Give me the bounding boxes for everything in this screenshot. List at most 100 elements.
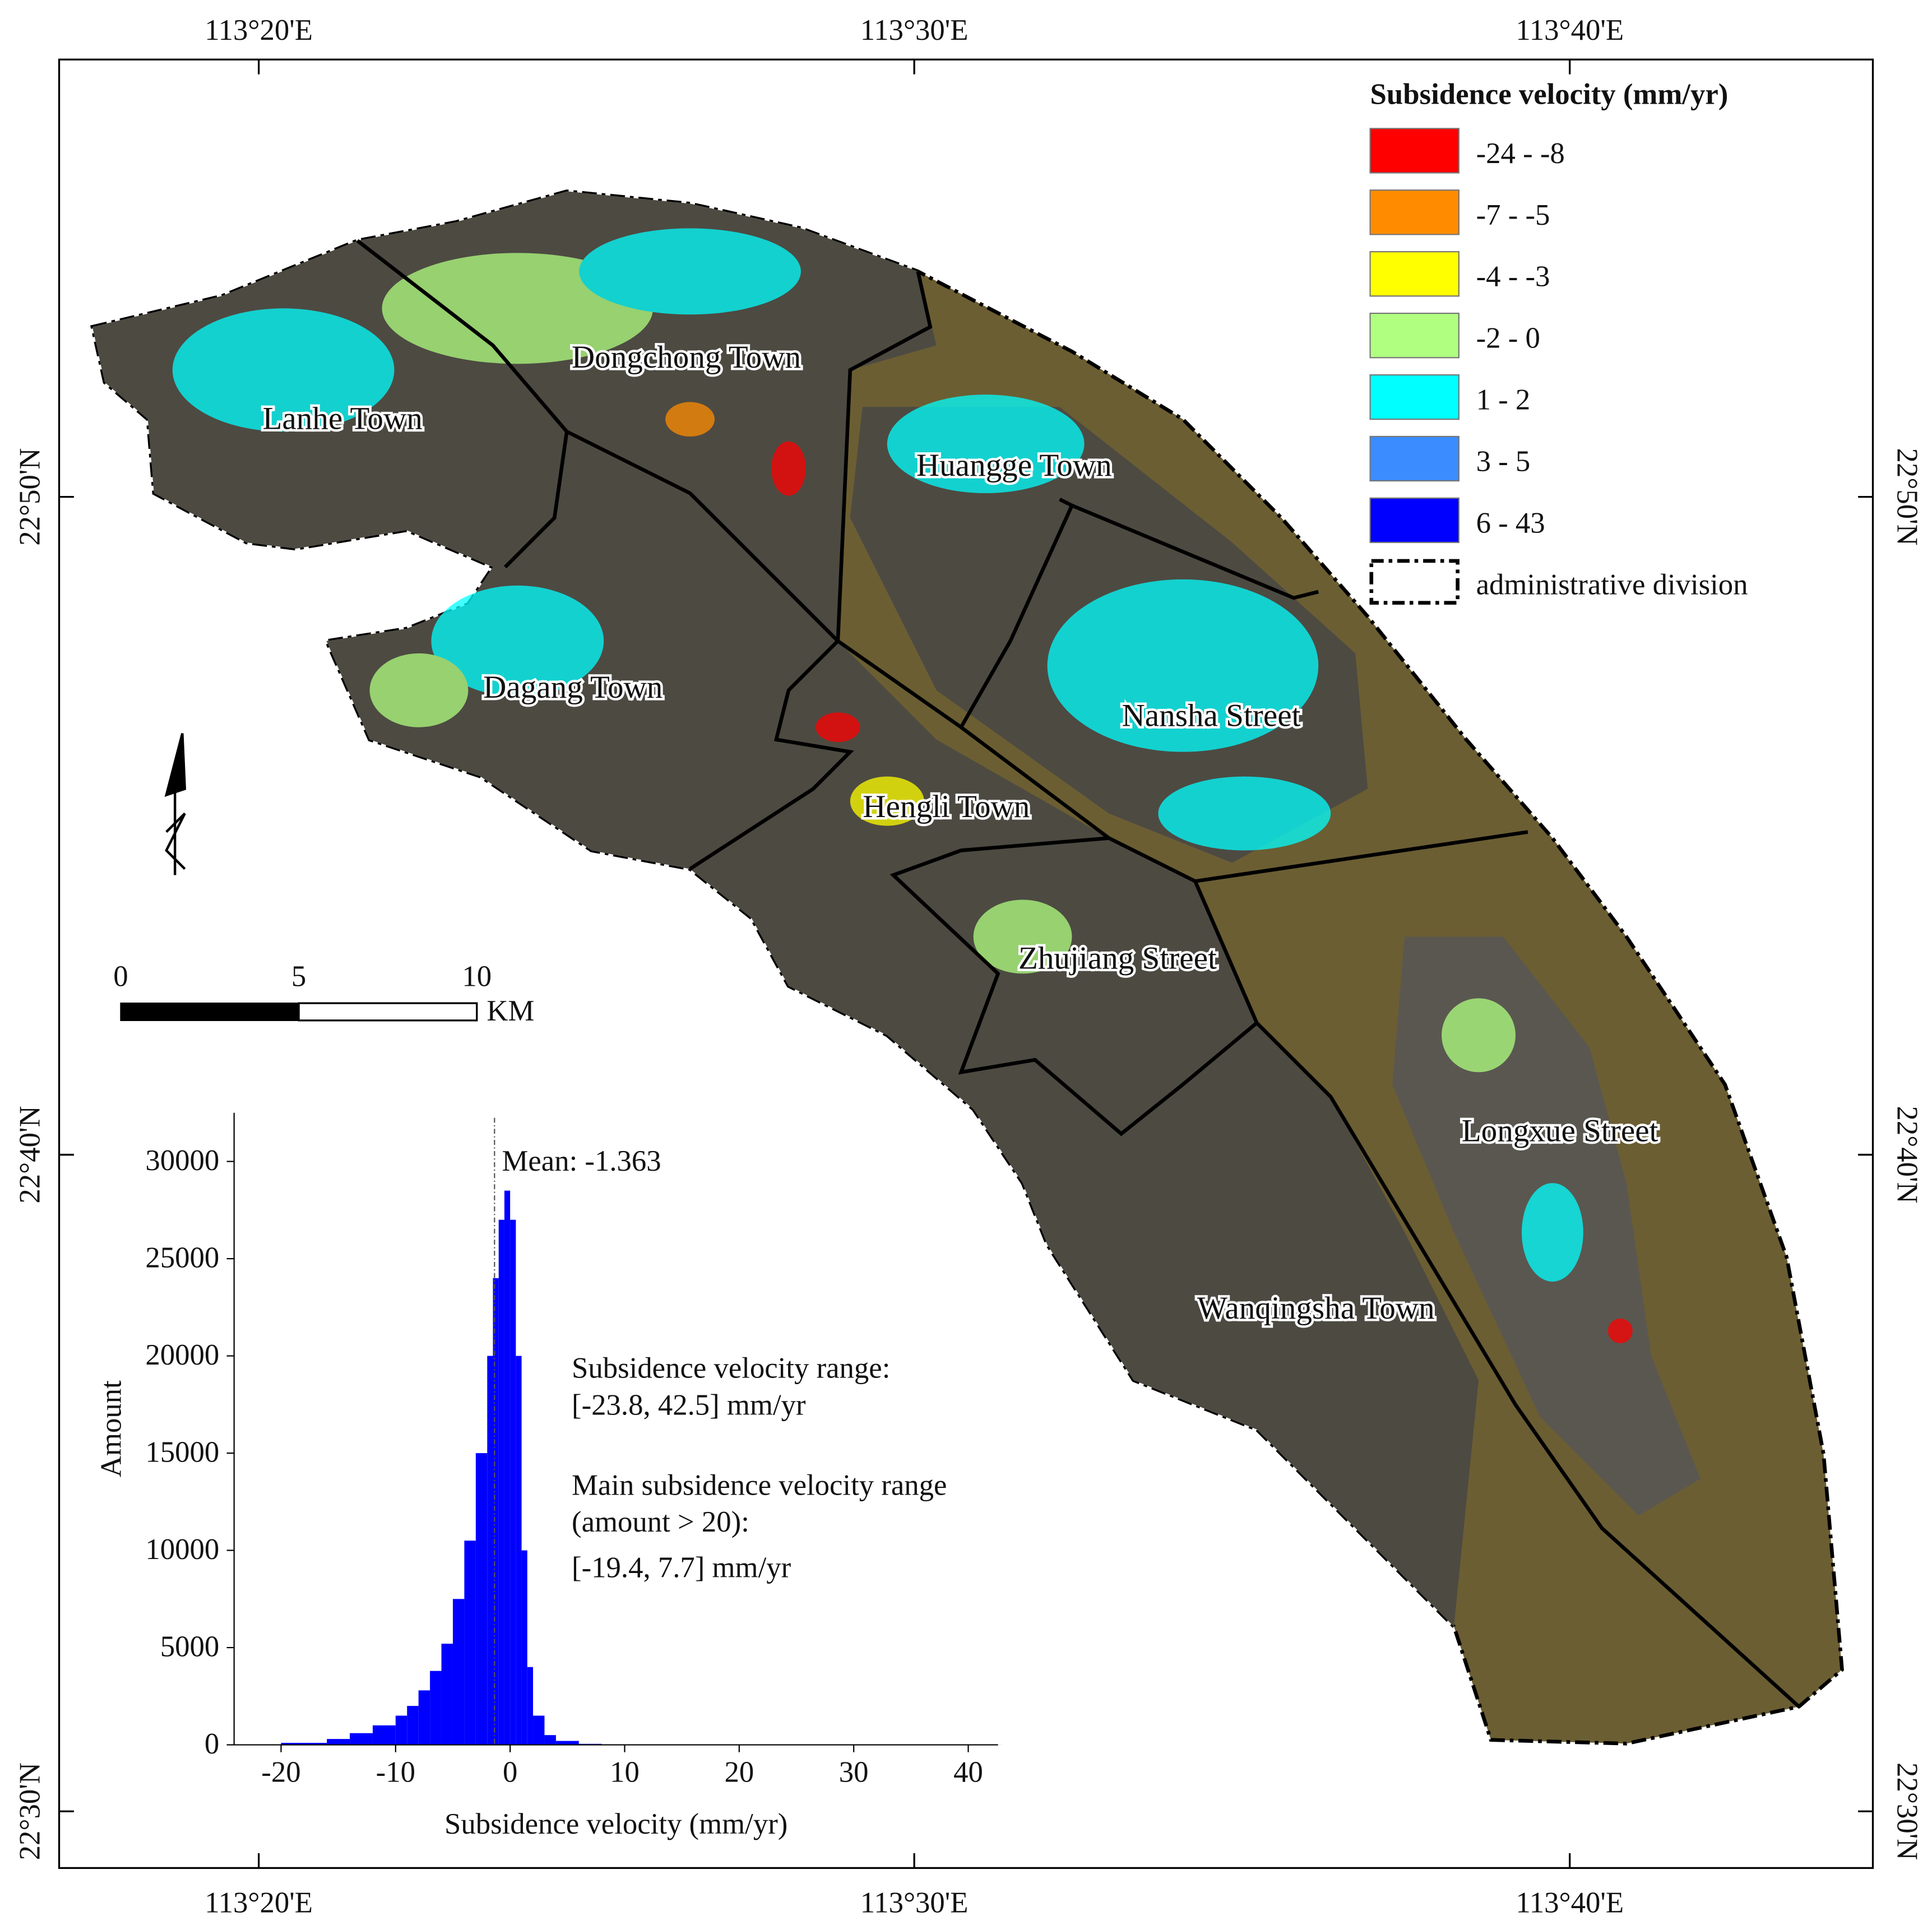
bar	[498, 1219, 504, 1745]
legend-swatch	[1369, 251, 1460, 297]
bar	[487, 1356, 493, 1745]
scale-bar-segment	[298, 1002, 478, 1022]
place-label: Dongchong Town	[572, 340, 801, 375]
latitude-label: 22°30'N	[13, 1762, 46, 1860]
annotation: Subsidence velocity range:	[572, 1352, 890, 1384]
bar	[464, 1541, 476, 1745]
x-tick-label: 30	[839, 1756, 869, 1789]
legend-label: 6 - 43	[1476, 507, 1545, 539]
latitude-label: 22°50'N	[13, 448, 46, 546]
bar	[533, 1715, 545, 1745]
legend-swatch	[1369, 312, 1460, 359]
longitude-label: 113°20'E	[205, 14, 313, 47]
legend-swatch	[1369, 435, 1460, 482]
y-tick-label: 15000	[145, 1436, 219, 1468]
bar	[527, 1667, 534, 1745]
bar	[504, 1190, 511, 1745]
place-label: Longxue Street	[1462, 1113, 1658, 1148]
legend-label: -4 - -3	[1476, 261, 1550, 293]
x-tick-label: -10	[376, 1756, 415, 1789]
bar	[350, 1733, 373, 1745]
legend-swatch	[1369, 128, 1460, 174]
legend-label: -7 - -5	[1476, 199, 1550, 231]
latitude-label: 22°50'N	[1891, 448, 1923, 546]
scale-bar-unit: KM	[487, 995, 534, 1027]
y-axis-label: Amount	[95, 1380, 127, 1477]
bar	[555, 1741, 579, 1745]
bar	[407, 1706, 419, 1745]
scale-bar-label: 10	[462, 960, 492, 992]
bar	[510, 1219, 516, 1745]
y-tick-label: 30000	[145, 1144, 219, 1177]
bar	[441, 1644, 453, 1745]
latitude-label: 22°40'N	[1891, 1106, 1923, 1203]
bar	[516, 1356, 522, 1745]
place-label: Zhujiang Street	[1018, 941, 1217, 976]
land	[92, 191, 1479, 1627]
bar	[493, 1278, 499, 1745]
legend-label: -24 - -8	[1476, 137, 1565, 170]
x-tick-label: 10	[610, 1756, 640, 1789]
x-tick-label: 0	[503, 1756, 517, 1789]
y-tick-label: 25000	[145, 1241, 219, 1274]
scale-bar-label: 0	[113, 960, 128, 992]
annotation: Main subsidence velocity range	[572, 1469, 947, 1501]
x-tick-label: 20	[724, 1756, 754, 1789]
y-tick-label: 10000	[145, 1533, 219, 1566]
scale-bar-label: 5	[291, 960, 306, 992]
longitude-label: 113°30'E	[860, 1887, 969, 1919]
bar	[281, 1743, 327, 1745]
legend-label: administrative division	[1476, 568, 1748, 601]
mean-label: Mean: -1.363	[502, 1145, 661, 1177]
legend-label: 1 - 2	[1476, 384, 1531, 416]
bar	[418, 1690, 430, 1745]
legend-label: 3 - 5	[1476, 445, 1531, 477]
legend: Subsidence velocity (mm/yr) -24 - -8 -7 - …	[1369, 78, 1748, 605]
place-label: Dagang Town	[483, 670, 662, 705]
legend-swatch	[1369, 189, 1460, 235]
histogram-inset: 0 5000 10000 15000 20000 25000 30000 -20 -10 0 10 2…	[95, 1112, 1003, 1840]
legend-label: -2 - 0	[1476, 322, 1540, 355]
velocity-patches	[172, 228, 1633, 1343]
y-tick-label: 20000	[145, 1339, 219, 1371]
place-label: Hengli Town	[863, 789, 1030, 824]
latitude-label: 22°40'N	[13, 1106, 46, 1203]
north-arrow	[164, 733, 187, 875]
bar	[395, 1715, 407, 1745]
division-lines	[356, 239, 1800, 1708]
bar	[521, 1550, 527, 1745]
scale-bar-segment	[120, 1003, 300, 1022]
longitude-label: 113°20'E	[205, 1887, 313, 1919]
annotation: [-23.8, 42.5] mm/yr	[572, 1389, 806, 1421]
x-axis-label: Subsidence velocity (mm/yr)	[444, 1808, 787, 1840]
graticule: 113°20'E 113°20'E 113°30'E 113°30'E 113°40'E…	[13, 14, 1923, 1919]
legend-swatch	[1369, 497, 1460, 544]
y-tick-label: 0	[205, 1728, 219, 1760]
map-frame	[58, 58, 1874, 1869]
bar	[544, 1735, 556, 1745]
longitude-label: 113°40'E	[1516, 1887, 1624, 1919]
x-tick-label: 40	[953, 1756, 983, 1789]
x-tick-label: -20	[261, 1756, 300, 1789]
annotation: [-19.4, 7.7] mm/yr	[572, 1552, 791, 1584]
bar	[475, 1453, 488, 1745]
latitude-label: 22°30'N	[1891, 1762, 1923, 1860]
legend-swatch	[1369, 559, 1460, 605]
bar	[430, 1671, 442, 1745]
legend-title: Subsidence velocity (mm/yr)	[1370, 78, 1729, 110]
y-tick-label: 5000	[160, 1630, 220, 1663]
place-label: Huangge Town	[916, 448, 1112, 483]
legend-swatch	[1369, 374, 1460, 420]
bar	[452, 1599, 465, 1745]
place-labels: Lanhe Town Dongchong Town Huangge Town Daga…	[260, 337, 1661, 1328]
bar	[327, 1739, 350, 1745]
longitude-label: 113°40'E	[1516, 14, 1624, 47]
longitude-label: 113°30'E	[860, 14, 969, 47]
bar	[372, 1725, 396, 1745]
annotation: (amount > 20):	[572, 1506, 749, 1538]
study-area	[90, 189, 1844, 1746]
place-label: Lanhe Town	[262, 401, 422, 437]
